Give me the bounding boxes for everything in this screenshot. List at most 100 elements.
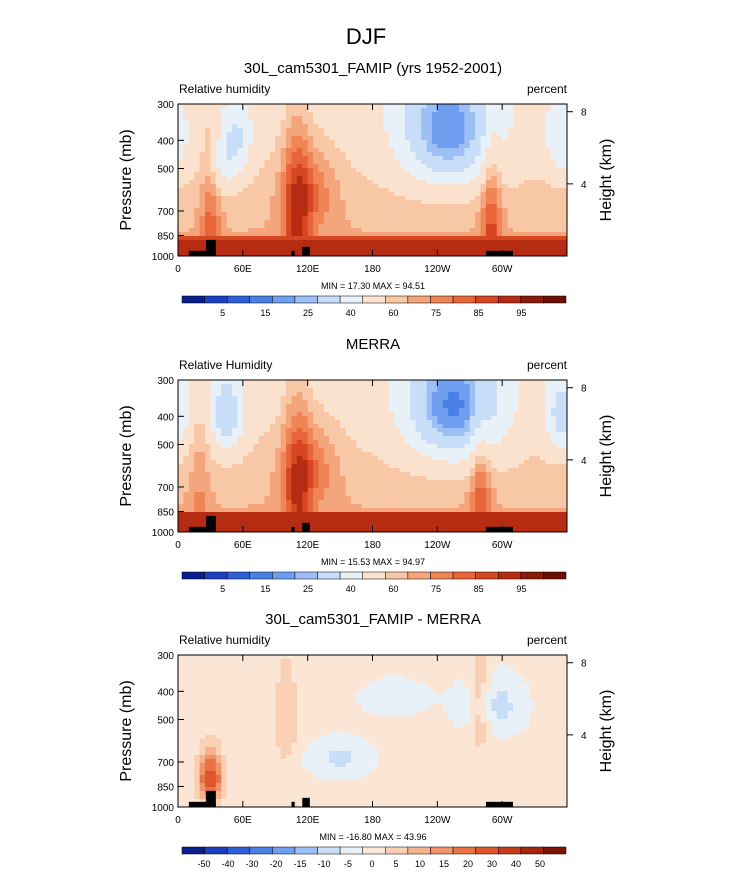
field-cell — [448, 192, 454, 197]
field-cell — [458, 136, 465, 141]
field-cell — [518, 408, 525, 413]
field-cell — [421, 388, 427, 393]
field-cell — [421, 384, 427, 389]
field-cell — [496, 236, 503, 241]
field-cell — [415, 244, 422, 249]
field-cell — [291, 464, 298, 469]
field-cell — [296, 396, 303, 401]
field-cell — [291, 492, 298, 497]
field-cell — [539, 440, 546, 445]
field-cell — [307, 184, 314, 189]
field-cell — [485, 392, 492, 397]
field-cell — [421, 420, 427, 425]
field-cell — [453, 184, 460, 189]
field-cell — [415, 392, 422, 397]
field-cell — [426, 108, 433, 113]
field-cell — [512, 164, 519, 169]
field-cell — [329, 480, 336, 485]
field-cell — [291, 436, 298, 441]
field-cell — [178, 232, 184, 237]
field-cell — [178, 436, 184, 441]
field-cell — [512, 172, 519, 177]
field-cell — [399, 456, 406, 461]
field-cell — [210, 416, 217, 421]
field-cell — [421, 184, 427, 189]
field-cell — [296, 212, 303, 217]
field-cell — [318, 396, 325, 401]
field-cell — [248, 212, 255, 217]
field-cell — [237, 472, 244, 477]
field-cell — [242, 192, 249, 197]
field-cell — [345, 428, 352, 433]
field-cell — [307, 448, 314, 453]
field-cell — [534, 144, 541, 149]
field-cell — [442, 116, 449, 121]
field-cell — [280, 244, 287, 249]
field-cell — [350, 428, 357, 433]
field-cell — [458, 116, 465, 121]
field-cell — [421, 200, 427, 205]
field-cell — [334, 176, 341, 181]
field-cell — [248, 412, 255, 417]
field-cell — [502, 200, 508, 205]
field-cell — [410, 196, 417, 201]
field-cell — [356, 232, 363, 237]
field-cell — [464, 476, 471, 481]
field-cell — [431, 132, 438, 137]
field-cell — [388, 232, 395, 237]
field-cell — [205, 204, 211, 209]
field-cell — [296, 244, 303, 249]
field-cell — [388, 128, 395, 133]
field-cell — [205, 172, 211, 177]
field-cell — [431, 484, 438, 489]
field-cell — [318, 192, 325, 197]
field-cell — [183, 144, 190, 149]
field-cell — [318, 232, 325, 237]
field-cell — [469, 384, 476, 389]
field-cell — [183, 220, 190, 225]
field-cell — [269, 148, 276, 153]
field-cell — [313, 420, 319, 425]
field-cell — [507, 216, 514, 221]
field-cell — [340, 488, 346, 493]
field-cell — [421, 208, 427, 213]
field-cell — [291, 484, 298, 489]
field-cell — [480, 416, 487, 421]
field-cell — [323, 224, 330, 229]
field-cell — [205, 164, 211, 169]
field-cell — [464, 412, 471, 417]
field-cell — [237, 388, 244, 393]
field-cell — [388, 412, 395, 417]
field-cell — [361, 464, 368, 469]
field-cell — [469, 252, 476, 257]
field-cell — [485, 412, 492, 417]
field-cell — [269, 216, 276, 221]
field-cell — [194, 228, 201, 233]
field-cell — [404, 408, 411, 413]
field-cell — [469, 196, 476, 201]
field-cell — [313, 184, 319, 189]
field-cell — [356, 476, 363, 481]
field-cell — [458, 452, 465, 457]
field-cell — [226, 172, 233, 177]
field-cell — [345, 384, 352, 389]
field-cell — [491, 444, 498, 449]
field-cell — [291, 168, 298, 173]
field-cell — [242, 124, 249, 129]
field-cell — [253, 396, 260, 401]
field-cell — [561, 128, 568, 133]
field-cell — [296, 252, 303, 257]
field-cell — [345, 108, 352, 113]
field-cell — [453, 428, 460, 433]
field-cell — [475, 140, 481, 145]
field-cell — [518, 148, 525, 153]
field-cell — [210, 384, 217, 389]
field-cell — [361, 236, 368, 241]
field-cell — [464, 176, 471, 181]
x-tick-label: 120E — [296, 264, 320, 275]
field-cell — [534, 396, 541, 401]
field-cell — [210, 404, 217, 409]
field-cell — [539, 192, 546, 197]
field-cell — [383, 484, 390, 489]
field-cell — [367, 400, 373, 405]
